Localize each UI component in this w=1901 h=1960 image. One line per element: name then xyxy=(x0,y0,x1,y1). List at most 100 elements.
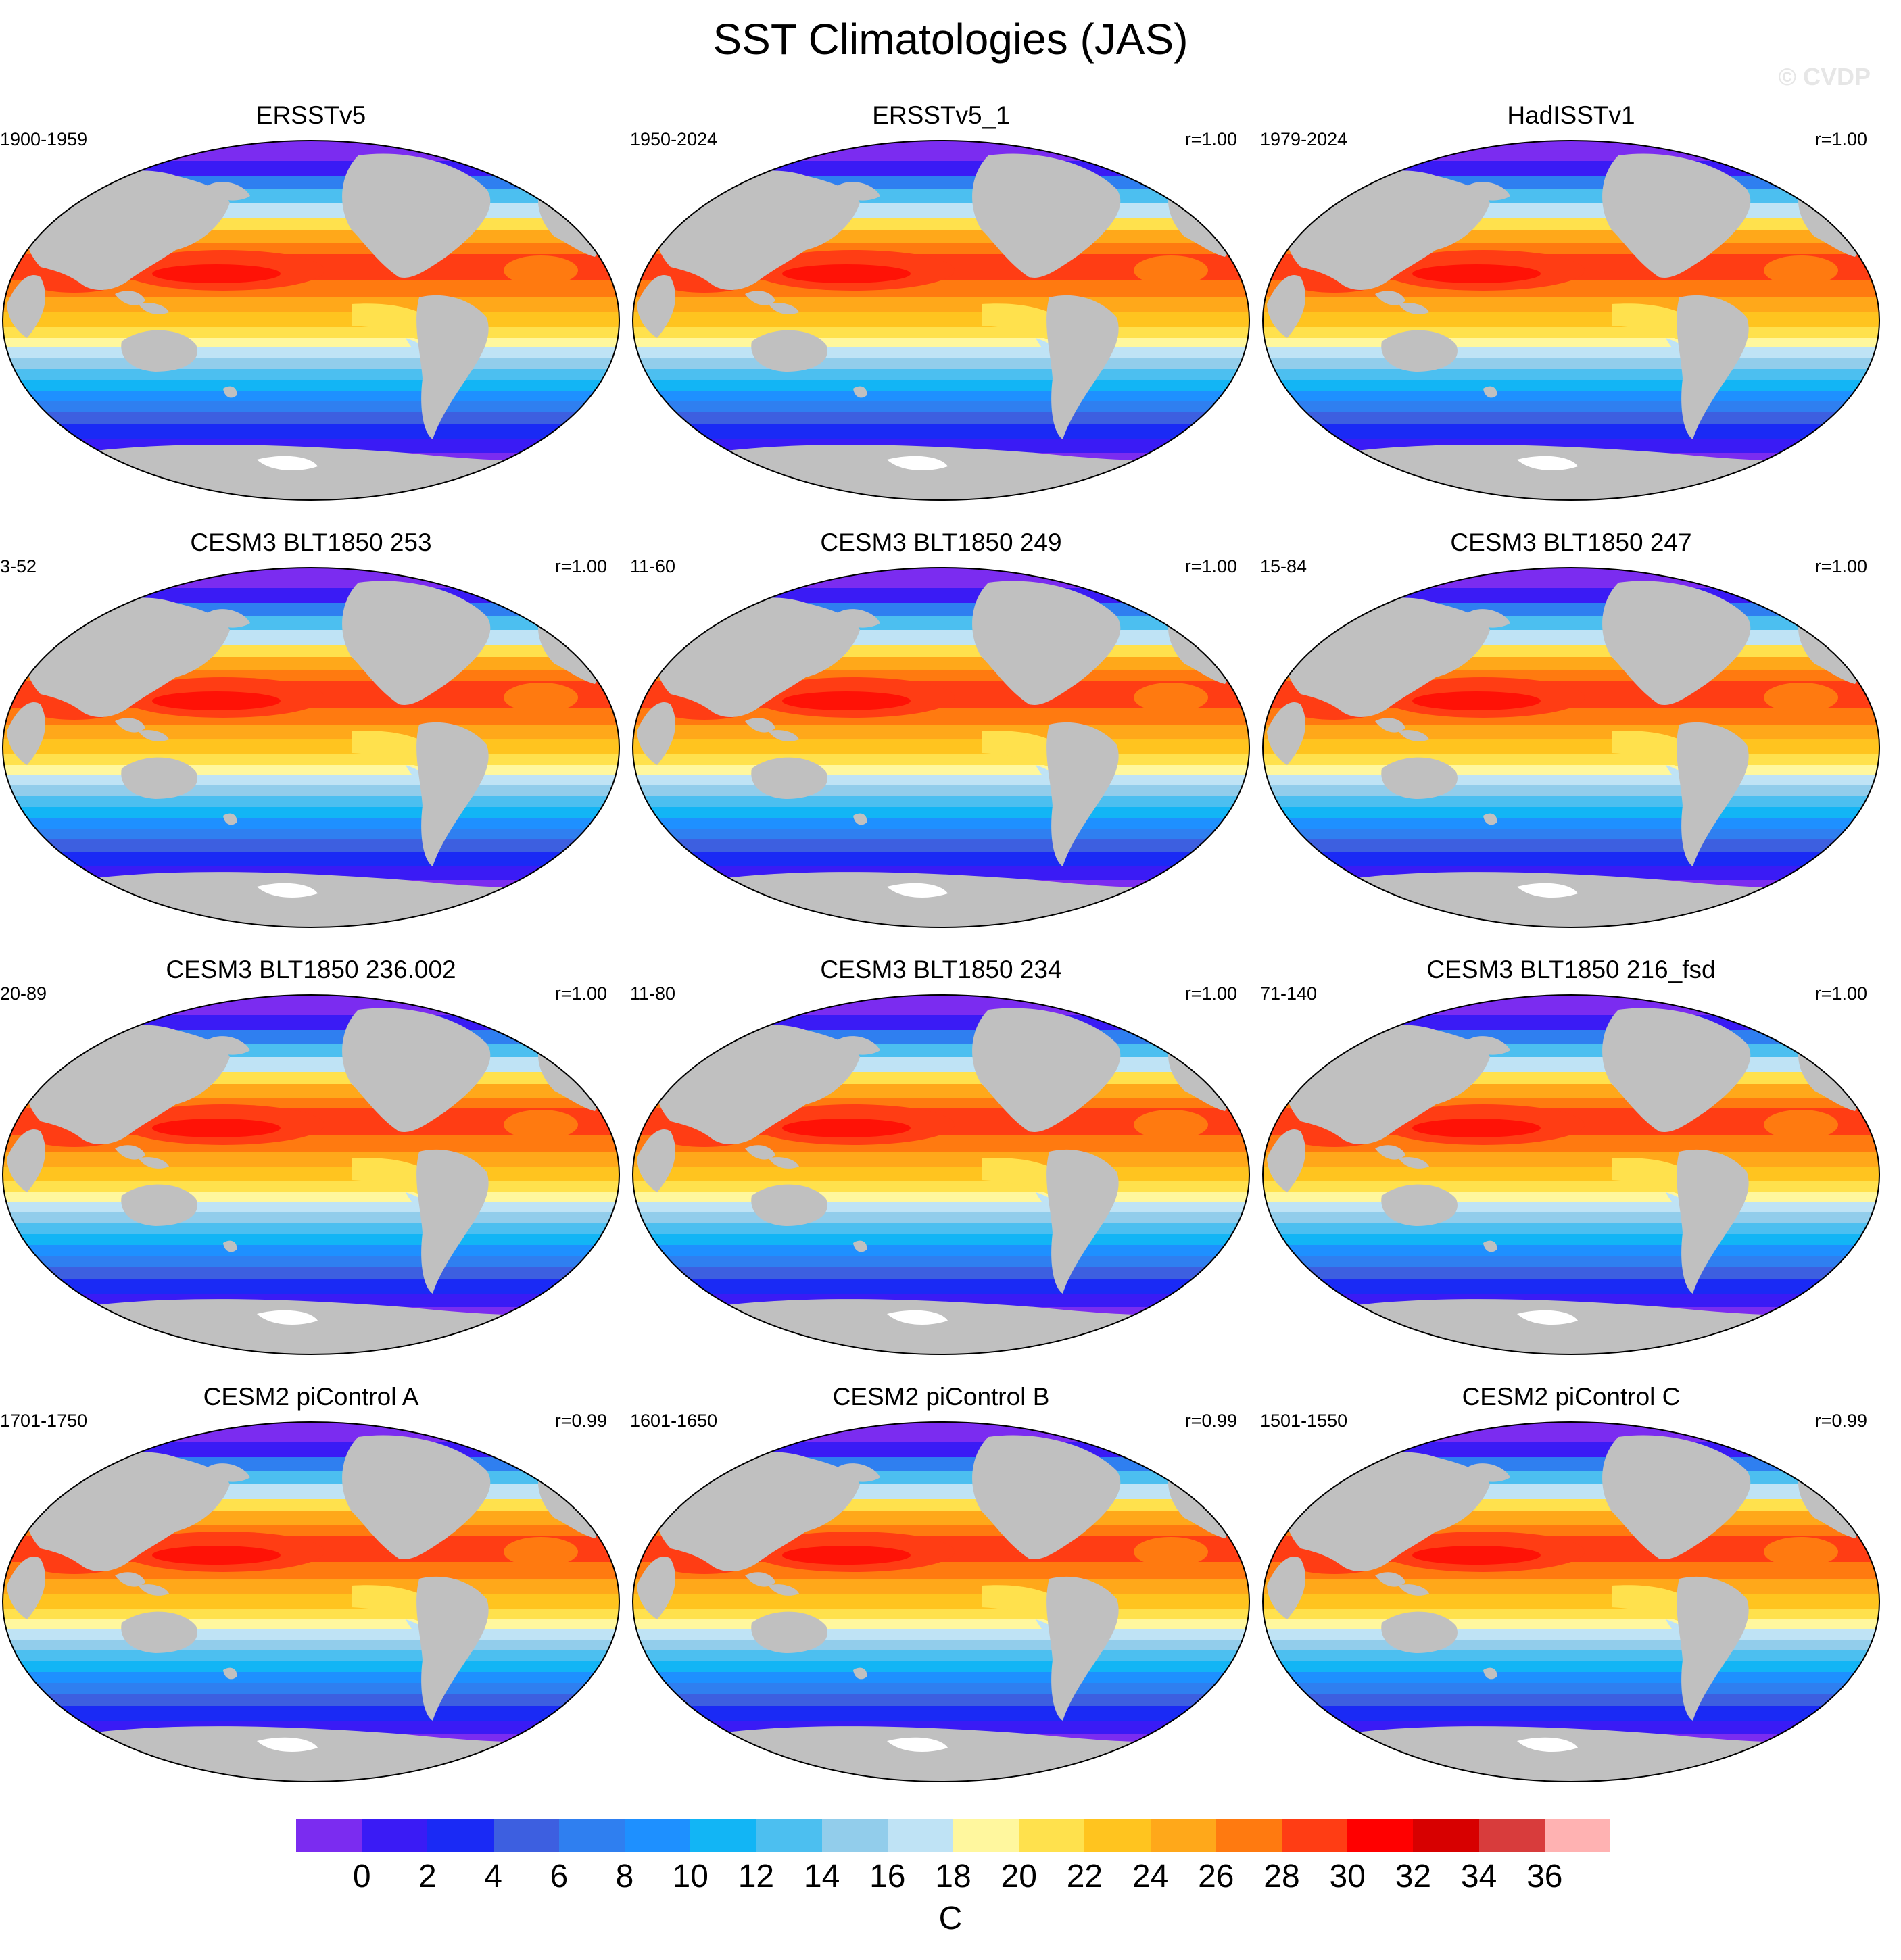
colorbar-swatch xyxy=(1347,1819,1414,1852)
map-svg xyxy=(632,994,1250,1355)
panel-correlation: r=1.00 xyxy=(1184,556,1237,577)
colorbar-swatch xyxy=(558,1819,625,1852)
colorbar-swatch xyxy=(493,1819,559,1852)
colorbar-swatch xyxy=(1084,1819,1151,1852)
colorbar-swatch xyxy=(953,1819,1019,1852)
panel-correlation: r=1.00 xyxy=(1184,983,1237,1004)
map-svg xyxy=(1262,567,1880,928)
colorbar-swatch xyxy=(1544,1819,1611,1852)
colorbar-swatch xyxy=(1216,1819,1282,1852)
colorbar-swatch xyxy=(1282,1819,1348,1852)
map-panel: CESM3 BLT1850 236.002 20-89 r=1.00 xyxy=(0,954,622,1360)
panel-years: 11-60 xyxy=(630,556,676,577)
map-panel: ERSSTv5 1900-1959 xyxy=(0,100,622,506)
colorbar-tick-label: 26 xyxy=(1198,1859,1234,1894)
panel-years: 1601-1650 xyxy=(630,1411,718,1431)
colorbar-swatch xyxy=(1150,1819,1216,1852)
colorbar-tick-label: 4 xyxy=(484,1859,502,1894)
map-panel: CESM3 BLT1850 249 11-60 r=1.00 xyxy=(630,527,1252,933)
figure-title: SST Climatologies (JAS) xyxy=(713,15,1188,64)
watermark: © CVDP xyxy=(1778,63,1871,91)
colorbar-tick-label: 22 xyxy=(1066,1859,1103,1894)
colorbar-swatch xyxy=(362,1819,428,1852)
colorbar-units: C xyxy=(938,1901,963,1936)
map-panel: CESM2 piControl A 1701-1750 r=0.99 xyxy=(0,1381,622,1787)
colorbar-tick-label: 8 xyxy=(615,1859,634,1894)
panel-years: 3-52 xyxy=(0,556,37,577)
panel-title: CESM2 piControl B xyxy=(832,1383,1050,1411)
colorbar-tick-label: 34 xyxy=(1460,1859,1497,1894)
map-svg xyxy=(632,567,1250,928)
panel-years: 71-140 xyxy=(1260,983,1318,1004)
panel-years: 1501-1550 xyxy=(1260,1411,1348,1431)
panel-correlation: r=0.99 xyxy=(1184,1411,1237,1431)
map-panel: HadISSTv1 1979-2024 r=1.00 xyxy=(1260,100,1882,506)
panel-title: CESM2 piControl C xyxy=(1462,1383,1681,1411)
map-svg xyxy=(1262,994,1880,1355)
panel-title: CESM2 piControl A xyxy=(203,1383,419,1411)
map-svg xyxy=(1262,1421,1880,1782)
colorbar-tick-label: 30 xyxy=(1329,1859,1366,1894)
panel-title: CESM3 BLT1850 253 xyxy=(190,529,432,556)
panel-correlation: r=1.00 xyxy=(1814,983,1867,1004)
panel-title: ERSSTv5 xyxy=(256,101,366,129)
panel-title: CESM3 BLT1850 216_fsd xyxy=(1426,956,1716,983)
panel-correlation: r=1.00 xyxy=(554,556,607,577)
map-panel: CESM2 piControl B 1601-1650 r=0.99 xyxy=(630,1381,1252,1787)
colorbar-tick-label: 36 xyxy=(1526,1859,1563,1894)
colorbar xyxy=(296,1819,1611,1852)
panel-title: HadISSTv1 xyxy=(1507,101,1635,129)
panel-years: 1701-1750 xyxy=(0,1411,88,1431)
colorbar-swatch xyxy=(690,1819,756,1852)
panel-title: CESM3 BLT1850 247 xyxy=(1450,529,1692,556)
panel-correlation: r=1.00 xyxy=(1184,129,1237,149)
colorbar-swatch xyxy=(625,1819,691,1852)
colorbar-swatch xyxy=(756,1819,822,1852)
panel-correlation: r=1.00 xyxy=(1814,556,1867,577)
panel-title: ERSSTv5_1 xyxy=(872,101,1010,129)
colorbar-tick-label: 28 xyxy=(1264,1859,1300,1894)
map-panel: CESM2 piControl C 1501-1550 r=0.99 xyxy=(1260,1381,1882,1787)
map-panel: ERSSTv5_1 1950-2024 r=1.00 xyxy=(630,100,1252,506)
panel-correlation: r=0.99 xyxy=(554,1411,607,1431)
panel-correlation: r=1.00 xyxy=(1814,129,1867,149)
colorbar-tick-label: 0 xyxy=(352,1859,371,1894)
panel-years: 1950-2024 xyxy=(630,129,718,149)
colorbar-swatch xyxy=(1478,1819,1545,1852)
colorbar-tick-label: 6 xyxy=(550,1859,569,1894)
map-panel: CESM3 BLT1850 234 11-80 r=1.00 xyxy=(630,954,1252,1360)
colorbar-ticks: 0 2 4 6 8 10 12 14 16 18 20 22 24 26 28 30 32 34 36 xyxy=(296,1857,1610,1898)
map-svg xyxy=(2,140,620,501)
map-panel: CESM3 BLT1850 247 15-84 r=1.00 xyxy=(1260,527,1882,933)
colorbar-tick-label: 24 xyxy=(1132,1859,1169,1894)
colorbar-tick-label: 32 xyxy=(1395,1859,1432,1894)
colorbar-swatch xyxy=(296,1819,362,1852)
panel-years: 11-80 xyxy=(630,983,676,1004)
map-panel: CESM3 BLT1850 216_fsd 71-140 r=1.00 xyxy=(1260,954,1882,1360)
panel-title: CESM3 BLT1850 249 xyxy=(820,529,1062,556)
map-svg xyxy=(1262,140,1880,501)
map-svg xyxy=(632,1421,1250,1782)
colorbar-swatch xyxy=(887,1819,954,1852)
colorbar-tick-label: 16 xyxy=(869,1859,906,1894)
colorbar-tick-label: 18 xyxy=(935,1859,971,1894)
map-svg xyxy=(2,994,620,1355)
colorbar-tick-label: 14 xyxy=(803,1859,840,1894)
map-svg xyxy=(2,1421,620,1782)
panel-title: CESM3 BLT1850 236.002 xyxy=(166,956,456,983)
colorbar-tick-label: 12 xyxy=(738,1859,775,1894)
colorbar-swatch xyxy=(1413,1819,1479,1852)
panel-years: 1900-1959 xyxy=(0,129,88,149)
colorbar-swatch xyxy=(1019,1819,1085,1852)
panel-years: 15-84 xyxy=(1260,556,1307,577)
colorbar-tick-label: 10 xyxy=(672,1859,708,1894)
colorbar-tick-label: 2 xyxy=(418,1859,437,1894)
map-svg xyxy=(2,567,620,928)
colorbar-swatch xyxy=(427,1819,494,1852)
colorbar-tick-label: 20 xyxy=(1001,1859,1037,1894)
map-panel: CESM3 BLT1850 253 3-52 r=1.00 xyxy=(0,527,622,933)
panel-years: 1979-2024 xyxy=(1260,129,1348,149)
panel-title: CESM3 BLT1850 234 xyxy=(820,956,1062,983)
map-svg xyxy=(632,140,1250,501)
colorbar-swatch xyxy=(821,1819,888,1852)
